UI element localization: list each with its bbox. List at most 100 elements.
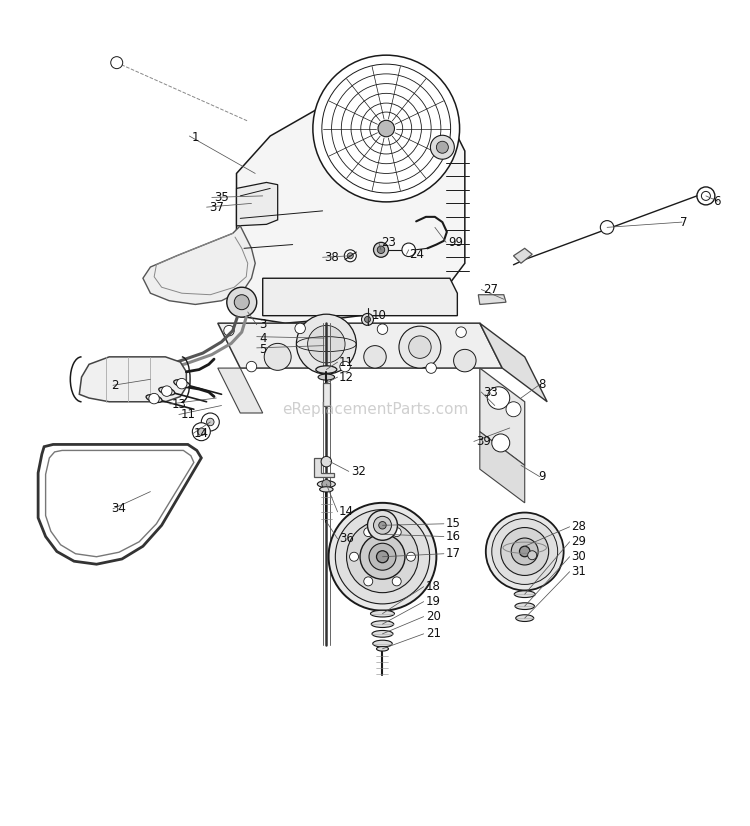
Circle shape [402, 243, 416, 257]
Text: 16: 16 [446, 530, 461, 543]
Circle shape [234, 295, 249, 310]
Text: 30: 30 [572, 550, 586, 563]
Circle shape [436, 141, 448, 154]
Circle shape [264, 344, 291, 370]
Circle shape [430, 135, 454, 159]
Polygon shape [262, 278, 458, 316]
Circle shape [176, 378, 187, 389]
Circle shape [512, 538, 538, 565]
Ellipse shape [371, 621, 394, 628]
Circle shape [377, 324, 388, 335]
Text: 5: 5 [259, 343, 266, 356]
Circle shape [370, 112, 403, 145]
Ellipse shape [159, 387, 175, 395]
Circle shape [308, 325, 345, 363]
Text: 38: 38 [324, 251, 339, 263]
Ellipse shape [514, 591, 535, 597]
Circle shape [697, 187, 715, 205]
Circle shape [341, 83, 431, 173]
Circle shape [322, 480, 331, 489]
Circle shape [360, 534, 405, 579]
Circle shape [362, 313, 374, 325]
Circle shape [361, 103, 412, 154]
Circle shape [344, 249, 356, 262]
Text: 99: 99 [448, 235, 464, 249]
Circle shape [378, 121, 394, 137]
Text: 7: 7 [680, 216, 688, 229]
Text: 19: 19 [426, 596, 441, 608]
Text: 27: 27 [484, 283, 499, 296]
Circle shape [197, 428, 205, 435]
Circle shape [368, 510, 398, 540]
Circle shape [364, 345, 386, 368]
Ellipse shape [316, 366, 337, 373]
Circle shape [350, 553, 358, 561]
Circle shape [492, 434, 510, 452]
Circle shape [488, 387, 510, 409]
Circle shape [192, 423, 210, 441]
Circle shape [224, 325, 234, 336]
Polygon shape [236, 183, 278, 225]
Circle shape [340, 361, 350, 372]
Circle shape [313, 55, 460, 202]
Text: 31: 31 [572, 565, 586, 578]
Text: 8: 8 [538, 378, 545, 391]
Ellipse shape [516, 615, 534, 621]
Circle shape [332, 74, 441, 183]
Polygon shape [80, 357, 186, 401]
Text: 20: 20 [426, 610, 441, 623]
Circle shape [246, 361, 256, 372]
Circle shape [226, 287, 256, 317]
Text: 12: 12 [339, 371, 354, 383]
Circle shape [321, 457, 332, 467]
Polygon shape [480, 432, 525, 503]
Text: 29: 29 [572, 535, 586, 548]
Text: eReplacementParts.com: eReplacementParts.com [282, 401, 468, 417]
Circle shape [520, 546, 530, 557]
Circle shape [456, 327, 466, 337]
Circle shape [374, 516, 392, 534]
Circle shape [379, 521, 386, 529]
Ellipse shape [373, 640, 392, 647]
Circle shape [528, 551, 537, 560]
Polygon shape [143, 225, 255, 305]
Text: 35: 35 [214, 191, 229, 204]
Circle shape [369, 544, 396, 570]
Polygon shape [478, 295, 506, 305]
Text: 4: 4 [259, 331, 266, 344]
Circle shape [364, 316, 370, 322]
Circle shape [347, 253, 353, 259]
Text: 17: 17 [446, 548, 461, 560]
Text: 13: 13 [172, 397, 186, 411]
Circle shape [406, 553, 416, 561]
Circle shape [206, 418, 214, 425]
Text: 28: 28 [572, 520, 586, 534]
Polygon shape [236, 98, 465, 323]
Polygon shape [314, 458, 334, 477]
Text: 18: 18 [426, 580, 441, 593]
Ellipse shape [320, 487, 333, 492]
Circle shape [399, 326, 441, 368]
Circle shape [426, 363, 436, 373]
Circle shape [351, 93, 422, 164]
Text: 21: 21 [426, 627, 441, 640]
Text: 33: 33 [484, 386, 498, 398]
Circle shape [148, 393, 159, 404]
Circle shape [392, 577, 401, 586]
Polygon shape [480, 368, 525, 465]
Polygon shape [514, 249, 532, 263]
Ellipse shape [515, 603, 535, 610]
Text: 24: 24 [409, 248, 424, 261]
Polygon shape [217, 323, 502, 368]
Ellipse shape [372, 630, 393, 637]
Circle shape [296, 314, 356, 374]
Text: 1: 1 [191, 131, 199, 144]
Polygon shape [480, 323, 548, 401]
Ellipse shape [146, 395, 162, 402]
Text: 9: 9 [538, 470, 546, 483]
Text: 37: 37 [209, 201, 224, 214]
Text: 32: 32 [351, 465, 366, 478]
Polygon shape [322, 383, 330, 406]
Circle shape [295, 323, 305, 334]
Circle shape [492, 519, 558, 585]
